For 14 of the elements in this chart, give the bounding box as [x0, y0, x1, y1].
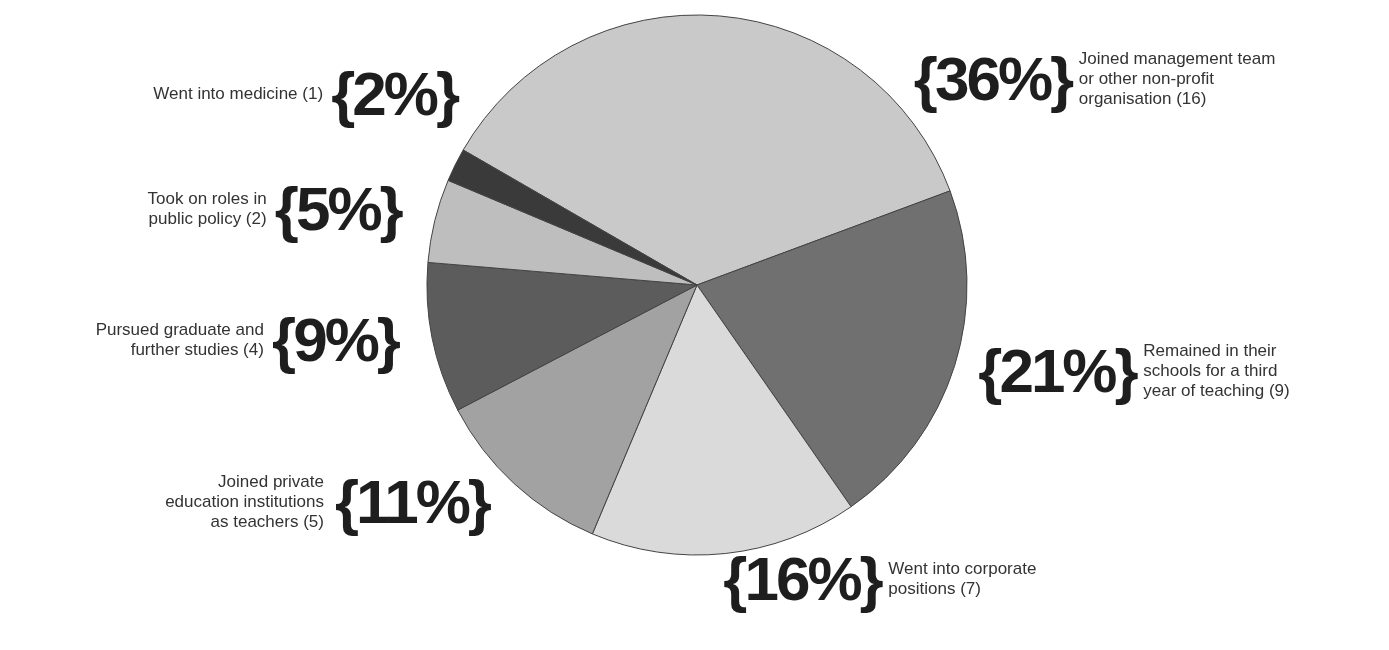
data-label: {5%}	[274, 174, 404, 244]
slice-label: Pursued graduate and further studies (4)	[95, 320, 264, 360]
slice-label: Joined management team or other non-profit organisation (16)	[1078, 49, 1276, 108]
slice-label: Joined private education institutions as teachers (5)	[165, 471, 324, 531]
slice-label: Remained in their schools for a third year of teaching (9)	[1143, 340, 1290, 400]
slice-label: Went into medicine (1)	[153, 84, 324, 104]
slice-label: Took on roles in public policy (2)	[147, 189, 267, 229]
data-label: {9%}	[272, 305, 401, 375]
data-label: {36%}	[913, 44, 1075, 113]
data-label: {21%}	[978, 335, 1139, 405]
data-label: {2%}	[331, 59, 460, 129]
data-label: {11%}	[335, 466, 492, 536]
slice-label: Went into corporate positions (7)	[888, 559, 1037, 599]
data-label: {16%}	[723, 544, 884, 614]
